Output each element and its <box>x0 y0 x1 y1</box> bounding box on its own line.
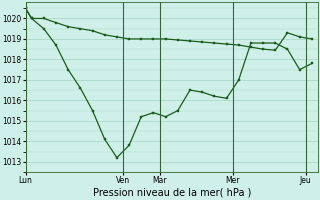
X-axis label: Pression niveau de la mer( hPa ): Pression niveau de la mer( hPa ) <box>92 188 251 198</box>
